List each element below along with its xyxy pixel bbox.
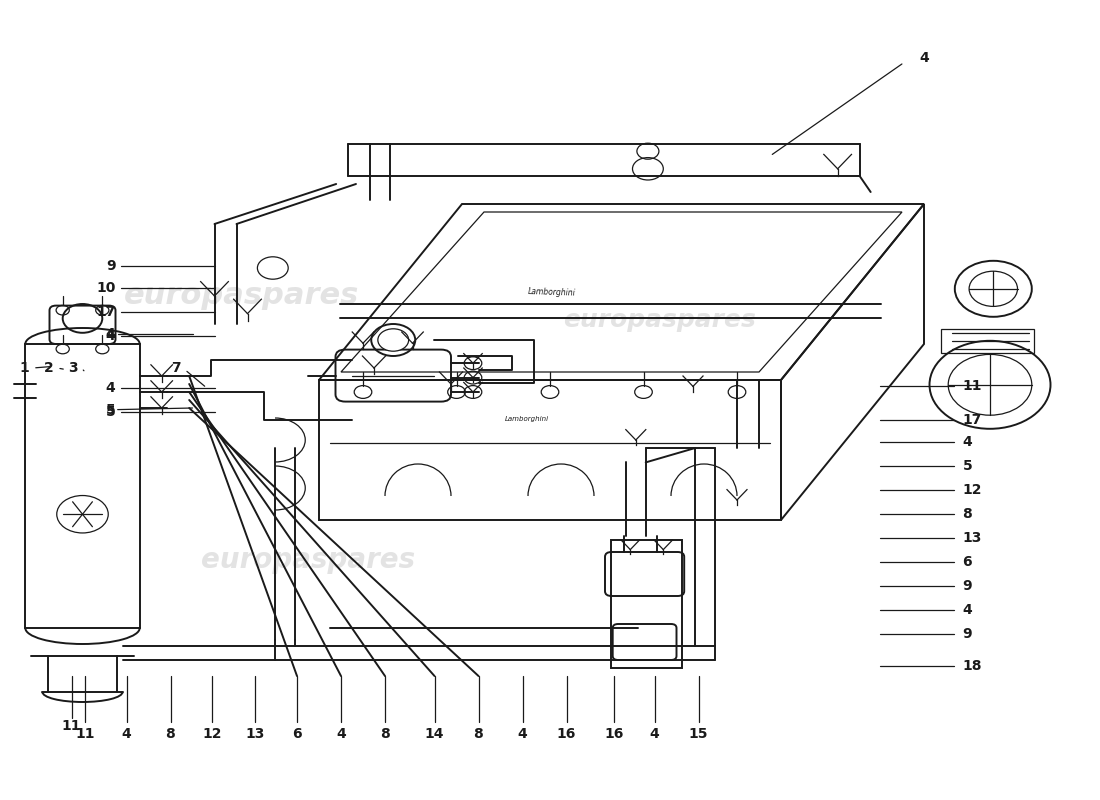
- Text: europaspares: europaspares: [563, 308, 757, 332]
- Text: 17: 17: [96, 305, 115, 319]
- Text: 7: 7: [172, 361, 182, 375]
- Text: 12: 12: [202, 727, 222, 742]
- Text: 17: 17: [962, 413, 982, 427]
- Text: 4: 4: [962, 603, 972, 618]
- Text: 6: 6: [962, 554, 972, 569]
- Text: 18: 18: [962, 658, 982, 673]
- Bar: [940, 329, 1034, 353]
- Text: europaspares: europaspares: [124, 282, 360, 310]
- Text: 11: 11: [75, 727, 95, 742]
- Text: 9: 9: [962, 578, 972, 593]
- Text: 5: 5: [962, 458, 972, 473]
- Text: 14: 14: [425, 727, 444, 742]
- Text: 16: 16: [604, 727, 624, 742]
- Text: 11: 11: [962, 378, 982, 393]
- Text: europaspares: europaspares: [201, 546, 415, 574]
- Text: 4: 4: [920, 51, 928, 66]
- Text: 5: 5: [106, 402, 116, 417]
- Text: 6: 6: [293, 727, 301, 742]
- Text: 3: 3: [68, 361, 78, 375]
- Text: 4: 4: [518, 727, 527, 742]
- Text: 16: 16: [557, 727, 576, 742]
- Text: 5: 5: [106, 405, 116, 419]
- Text: 8: 8: [962, 506, 972, 521]
- Text: Lamborghini: Lamborghini: [528, 286, 576, 298]
- Text: 4: 4: [122, 727, 131, 742]
- Text: 4: 4: [337, 727, 345, 742]
- Text: 13: 13: [962, 530, 982, 545]
- Text: 15: 15: [689, 727, 708, 742]
- Text: 9: 9: [962, 627, 972, 642]
- Text: Lamborghini: Lamborghini: [505, 416, 549, 422]
- Text: 11: 11: [62, 718, 81, 733]
- Text: 4: 4: [106, 381, 116, 395]
- Text: 12: 12: [962, 482, 982, 497]
- Text: 8: 8: [381, 727, 389, 742]
- Circle shape: [378, 329, 409, 351]
- Text: 8: 8: [474, 727, 483, 742]
- Text: 4: 4: [962, 435, 972, 450]
- Text: 2: 2: [44, 361, 54, 375]
- Text: 4: 4: [650, 727, 659, 742]
- Bar: [610, 540, 682, 668]
- Text: 4: 4: [106, 329, 116, 343]
- Text: 13: 13: [245, 727, 265, 742]
- Text: 1: 1: [20, 361, 30, 375]
- Text: 10: 10: [96, 281, 115, 295]
- Text: 9: 9: [106, 258, 116, 273]
- Text: 4: 4: [106, 327, 116, 342]
- Text: 8: 8: [166, 727, 175, 742]
